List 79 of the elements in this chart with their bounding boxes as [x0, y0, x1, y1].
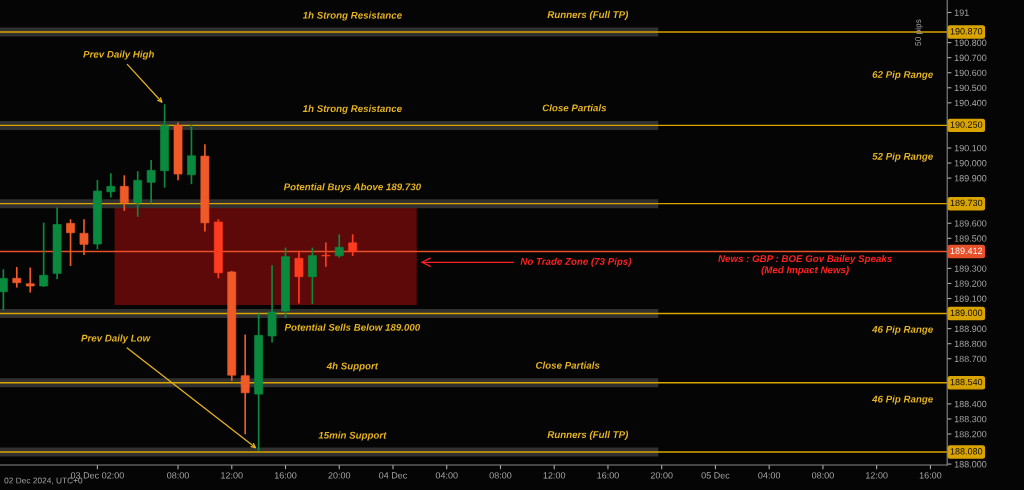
y-tick-label: 189.900 — [954, 175, 987, 182]
y-tick-label: 190.700 — [954, 54, 987, 62]
y-tick-label: 189.200 — [954, 280, 987, 287]
candlestick — [133, 171, 143, 217]
candlestick — [321, 242, 331, 267]
y-tick-label: 190.400 — [954, 99, 987, 107]
annotation: Close Partials — [542, 104, 607, 112]
y-tick-label: 190.500 — [954, 84, 987, 92]
y-tick-label: 191 — [954, 9, 969, 16]
annotation: Runners (Full TP) — [547, 430, 629, 440]
x-tick-label: 08:00 — [811, 472, 834, 479]
annotation: 46 Pip Range — [872, 325, 933, 335]
annotation: Prev Daily Low — [81, 334, 151, 344]
candlestick — [0, 269, 8, 311]
y-tick-label: 188.800 — [954, 340, 987, 348]
text: 02 Dec 2024, UTC+0 — [4, 477, 83, 485]
candlestick — [106, 173, 116, 198]
y-tick-label: 190.800 — [954, 39, 987, 46]
band-label: Potential Buys Above 189.730 — [283, 183, 421, 193]
candlestick — [25, 267, 35, 293]
candlestick — [348, 234, 358, 256]
band-label: 1h Strong Resistance — [302, 11, 402, 21]
candlestick — [146, 159, 156, 204]
ref-line-label: 190.870 — [950, 28, 983, 35]
x-tick-label: 20:00 — [328, 472, 351, 479]
candlestick — [240, 334, 250, 435]
annotation: Close Partials — [535, 361, 600, 369]
x-tick-label: 12:00 — [866, 472, 888, 479]
y-tick-label: 188.200 — [954, 430, 987, 438]
x-tick-label: 16:00 — [274, 472, 297, 479]
band-label: Potential Sells Below 189.000 — [284, 323, 421, 331]
ref-line-label: 189.730 — [950, 199, 983, 207]
band-label: 1h Strong Resistance — [302, 104, 402, 114]
x-tick-label: 12:00 — [543, 472, 566, 479]
candlestick — [334, 234, 344, 258]
x-tick-label: 04:00 — [435, 472, 458, 479]
x-tick-label: 16:00 — [919, 472, 942, 479]
y-tick-label: 188.700 — [954, 355, 987, 363]
annotation: 46 Pip Range — [872, 395, 933, 405]
candlestick — [267, 265, 277, 343]
y-tick-label: 189.300 — [954, 265, 987, 272]
y-tick-label: 190.000 — [954, 160, 987, 167]
x-tick-label: 04:00 — [758, 472, 781, 479]
annotation: 50 pips — [914, 19, 923, 46]
annotation: Runners (Full TP) — [547, 10, 629, 20]
candlestick — [294, 250, 304, 304]
y-tick-label: 189.100 — [954, 295, 987, 302]
x-tick-label: 12:00 — [221, 472, 243, 479]
y-tick-label: 188.900 — [954, 325, 987, 332]
y-tick-label: 188.000 — [954, 461, 987, 468]
y-tick-label: 190.600 — [954, 69, 987, 77]
ref-line-label: 188.080 — [950, 448, 983, 455]
x-tick-label: 04 Dec — [379, 472, 408, 479]
ref-line-label: 190.250 — [950, 121, 983, 128]
annotation: No Trade Zone (73 Pips) — [520, 257, 632, 267]
annotation: Prev Daily High — [83, 50, 155, 60]
x-tick-label: 08:00 — [489, 472, 512, 479]
y-tick-label: 188.300 — [954, 415, 987, 423]
candlestick — [119, 175, 129, 211]
candlestick — [12, 266, 22, 288]
ref-line-label: 189.000 — [950, 309, 983, 316]
x-tick-label: 08:00 — [167, 472, 189, 479]
band-label: 4h Support — [326, 362, 379, 372]
x-tick-label: 16:00 — [597, 472, 619, 479]
annotation: 62 Pip Range — [872, 70, 933, 80]
y-tick-label: 188.400 — [954, 400, 987, 408]
x-tick-label: 20:00 — [650, 472, 673, 479]
annotation: News : GBP : BOE Gov Bailey Speaks (Med Impact News) — [718, 254, 892, 276]
y-tick-label: 190.100 — [954, 144, 987, 152]
candlestick — [39, 222, 49, 287]
ref-line-label: 188.540 — [950, 378, 983, 386]
y-tick-label: 189.500 — [954, 235, 987, 242]
candlestick — [187, 124, 196, 185]
band-label: 15min Support — [318, 431, 387, 441]
annotation: 52 Pip Range — [872, 152, 933, 162]
ref-line-label: 189.412 — [950, 247, 983, 254]
y-tick-label: 189.600 — [954, 220, 987, 227]
x-tick-label: 05 Dec — [701, 472, 730, 479]
candlestick — [307, 247, 317, 305]
